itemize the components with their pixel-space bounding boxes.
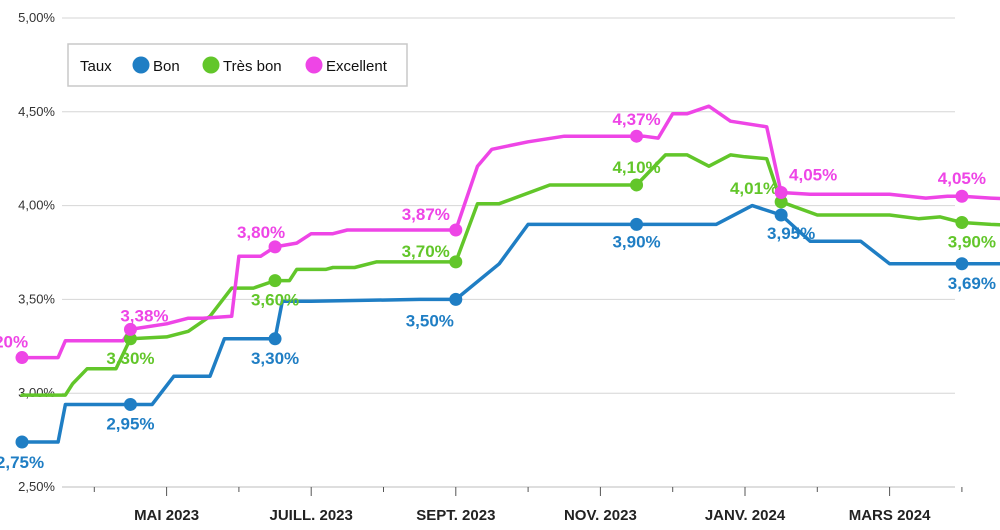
x-tick-label: JANV. 2024 [705,507,786,524]
data-label-excellent: 3,87% [402,205,450,224]
legend-entry-bon: Bon [153,58,180,75]
y-tick-label: 2,50% [18,479,55,494]
y-tick-label: 3,50% [18,291,55,306]
data-point-excellent [268,240,282,254]
data-point-bon [955,257,969,271]
data-label-bon: 3,30% [251,349,299,368]
legend-marker-bon [132,56,150,74]
data-label-excellent: 4,05% [789,165,837,184]
x-tick-label: JUILL. 2023 [270,507,353,524]
data-label-excellent: 4,05% [938,169,986,188]
data-point-excellent [449,223,463,237]
axes: 2,50% 3,00% 3,50% 4,00% 4,50% 5,00% MAI 2023 JU… [18,10,963,524]
x-tick-label: MAI 2023 [134,507,199,524]
legend-entry-très-bon: Très bon [223,58,282,75]
x-tick-label: NOV. 2023 [564,507,637,524]
data-point-excellent [123,322,137,336]
data-label-très-bon: 3,60% [251,291,299,310]
x-tick-label: MARS 2024 [849,507,931,524]
data-label-bon: 3,69% [948,274,996,293]
data-label-bon: 3,50% [406,311,454,330]
data-point-excellent [15,351,29,365]
x-tick-label: SEPT. 2023 [416,507,495,524]
legend-marker-très-bon [202,56,220,74]
data-labels: 2,75%2,95%3,30%3,50%3,90%3,95%3,69%3,69%… [0,110,996,472]
data-point-bon [268,332,282,346]
data-point-bon [630,217,644,231]
data-label-excellent: 3,20% [0,333,28,352]
data-label-très-bon: 4,10% [612,158,660,177]
data-point-bon [123,397,137,411]
data-label-très-bon: 3,90% [948,232,996,251]
data-point-très-bon [955,215,969,229]
legend: Taux Bon Très bon Excellent [67,43,408,87]
data-point-excellent [955,189,969,203]
data-point-excellent [630,129,644,143]
data-label-très-bon: 3,70% [402,242,450,261]
data-point-très-bon [449,255,463,269]
y-tick-label: 5,00% [18,10,55,25]
data-label-bon: 2,95% [106,414,154,433]
y-tick-label: 3,00% [18,385,55,400]
legend-marker-excellent [305,56,323,74]
data-label-bon: 2,75% [0,453,44,472]
y-tick-label: 4,00% [18,198,55,213]
series-lines [20,104,1000,444]
data-point-bon [774,208,788,222]
data-label-excellent: 3,38% [120,306,168,325]
legend-box [67,43,408,87]
data-point-bon [15,435,29,449]
data-label-bon: 3,95% [767,224,815,243]
data-point-excellent [774,185,788,199]
data-point-très-bon [268,274,282,288]
series-line-excellent [20,104,1000,360]
data-point-très-bon [123,332,137,346]
data-point-bon [449,292,463,306]
series-line-très-bon [20,153,1000,397]
legend-title: Taux [80,58,112,75]
data-point-très-bon [630,178,644,192]
y-tick-label: 4,50% [18,104,55,119]
data-label-excellent: 3,80% [237,223,285,242]
data-label-très-bon: 4,01% [730,179,778,198]
data-label-excellent: 4,37% [612,110,660,129]
legend-entry-excellent: Excellent [326,58,388,75]
data-point-très-bon [774,195,788,209]
data-label-très-bon: 3,30% [106,349,154,368]
data-label-bon: 3,90% [612,232,660,251]
